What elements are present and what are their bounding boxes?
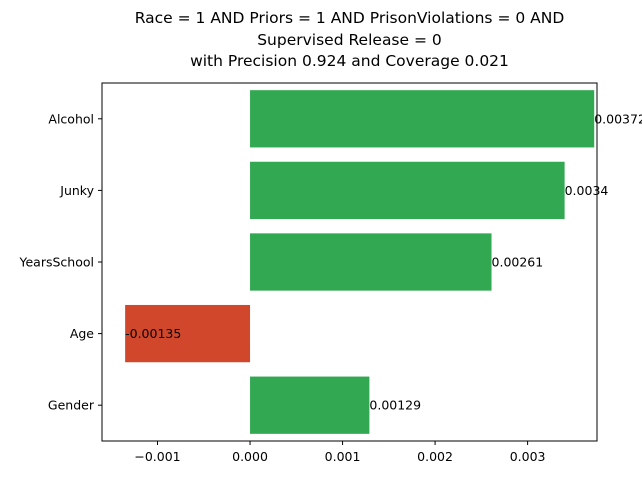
x-tick-label: 0.002 <box>417 449 453 464</box>
bar-gender <box>250 376 370 434</box>
y-axis: Alcohol Junky YearsSchool Age Gender <box>19 111 102 413</box>
value-labels-group: 0.00372 0.0034 0.00261 -0.00135 0.00129 <box>125 111 642 412</box>
bar-value-label: -0.00135 <box>125 326 181 341</box>
chart-title-line: Race = 1 AND Priors = 1 AND PrisonViolat… <box>135 9 565 27</box>
chart-title-line: Supervised Release = 0 <box>257 31 442 49</box>
bar-value-label: 0.00129 <box>369 398 421 413</box>
y-tick-label: Alcohol <box>48 111 94 126</box>
y-tick-label: Gender <box>48 398 95 413</box>
x-tick-label: 0.003 <box>510 449 546 464</box>
x-tick-label: 0.000 <box>232 449 268 464</box>
bar-value-label: 0.00372 <box>594 111 642 126</box>
bar-age <box>125 304 251 363</box>
chart-title: Race = 1 AND Priors = 1 AND PrisonViolat… <box>135 9 565 70</box>
bar-value-label: 0.00261 <box>492 255 544 270</box>
y-tick-label: Junky <box>59 183 94 198</box>
bar-junky <box>250 161 565 220</box>
x-tick-label: 0.001 <box>325 449 361 464</box>
bar-alcohol <box>250 90 595 148</box>
y-tick-label: Age <box>70 326 94 341</box>
x-axis: −0.001 0.000 0.001 0.002 0.003 <box>134 441 546 464</box>
bar-value-label: 0.0034 <box>565 183 609 198</box>
chart-title-line: with Precision 0.924 and Coverage 0.021 <box>190 52 509 70</box>
x-tick-label: −0.001 <box>134 449 180 464</box>
bar-yearsschool <box>250 233 492 291</box>
bars-group <box>125 90 595 434</box>
y-tick-label: YearsSchool <box>19 255 94 270</box>
